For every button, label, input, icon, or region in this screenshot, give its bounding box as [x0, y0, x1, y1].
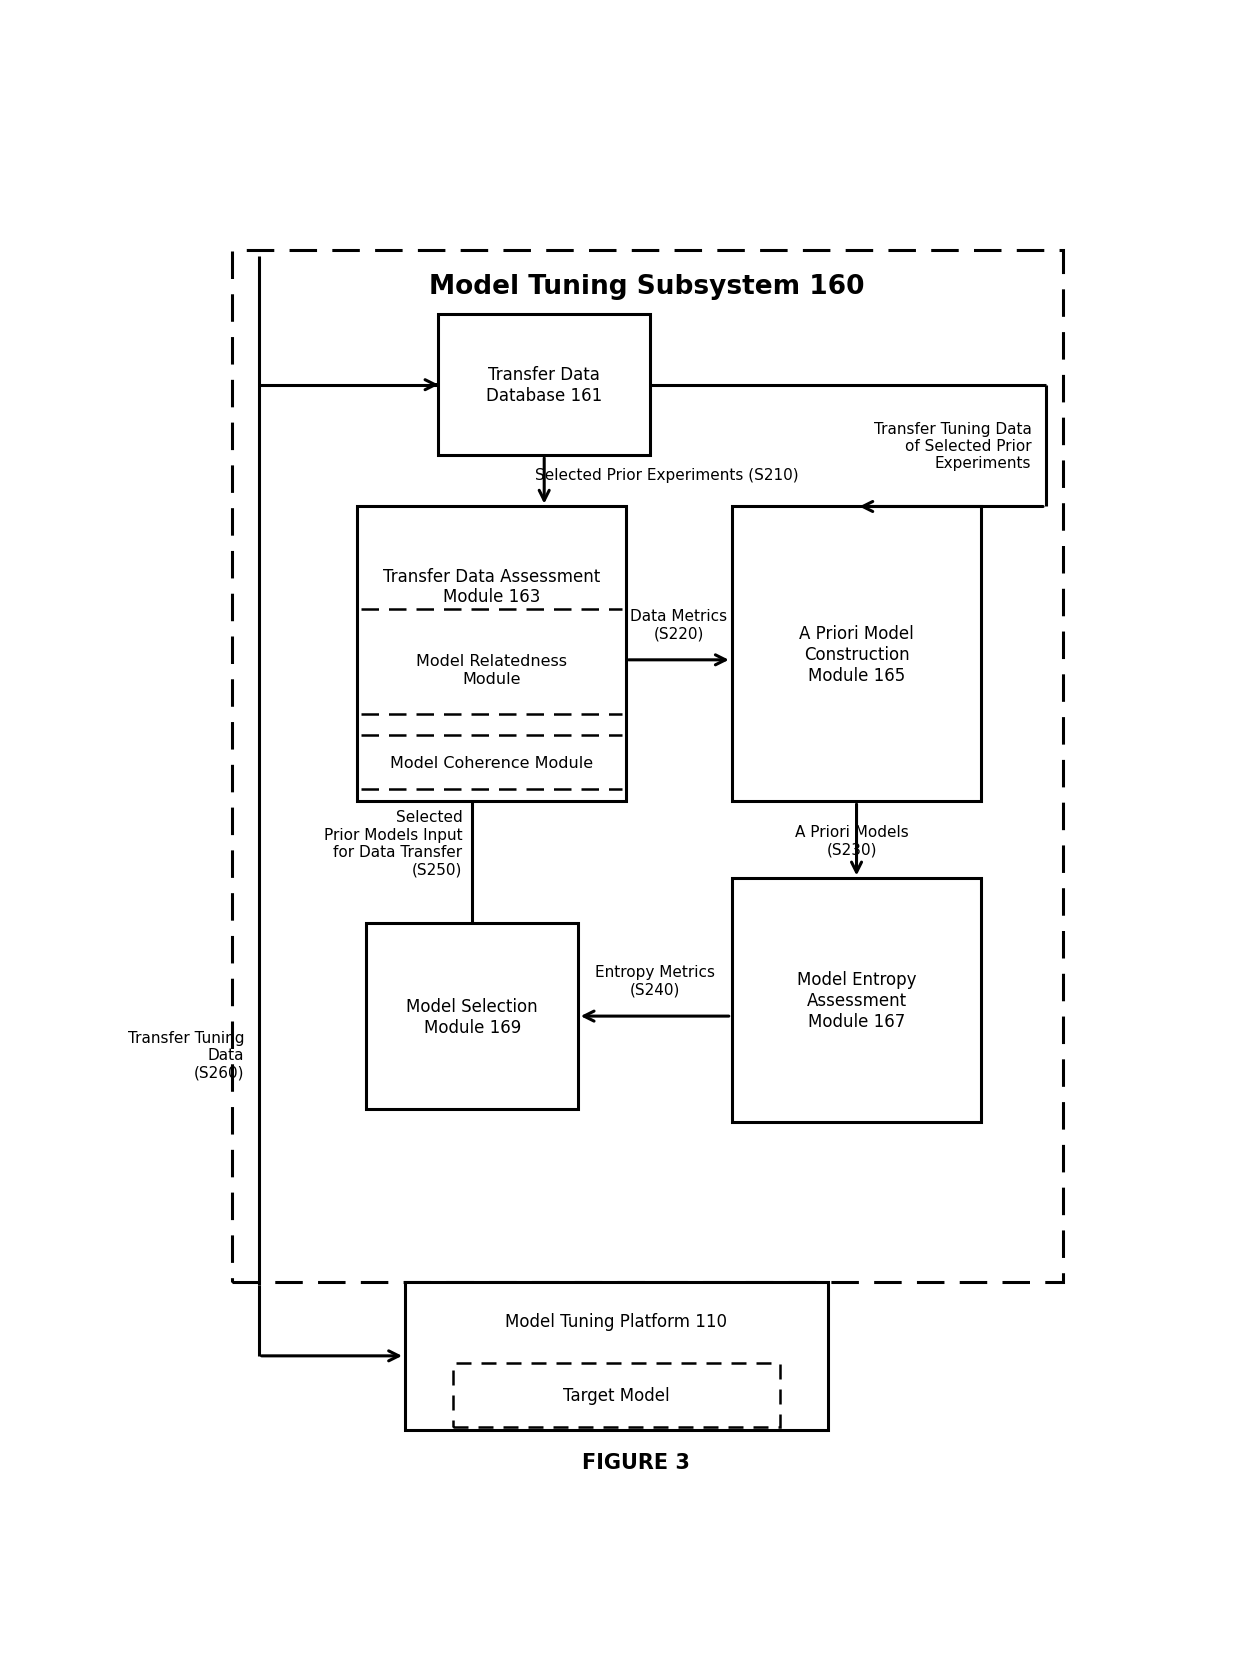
Bar — [439, 314, 650, 456]
Bar — [732, 508, 982, 802]
Text: Model Coherence Module: Model Coherence Module — [389, 755, 593, 770]
Text: Data Metrics
(S220): Data Metrics (S220) — [630, 609, 728, 641]
Text: Selected Prior Experiments (S210): Selected Prior Experiments (S210) — [534, 468, 799, 483]
Text: Selected
Prior Models Input
for Data Transfer
(S250): Selected Prior Models Input for Data Tra… — [324, 810, 463, 877]
Text: Model Entropy
Assessment
Module 167: Model Entropy Assessment Module 167 — [797, 970, 916, 1030]
Bar — [357, 508, 626, 802]
Text: Transfer Data
Database 161: Transfer Data Database 161 — [486, 366, 603, 404]
Text: Target Model: Target Model — [563, 1386, 670, 1404]
Text: Transfer Tuning Data
of Selected Prior
Experiments: Transfer Tuning Data of Selected Prior E… — [873, 421, 1032, 471]
Text: Model Tuning Platform 110: Model Tuning Platform 110 — [505, 1311, 728, 1330]
Text: Model Tuning Subsystem 160: Model Tuning Subsystem 160 — [429, 275, 864, 300]
Text: A Priori Model
Construction
Module 165: A Priori Model Construction Module 165 — [799, 624, 914, 684]
Bar — [404, 1283, 828, 1429]
Text: Entropy Metrics
(S240): Entropy Metrics (S240) — [595, 965, 714, 997]
Bar — [232, 251, 1063, 1283]
Bar — [732, 879, 982, 1122]
Text: Transfer Tuning
Data
(S260): Transfer Tuning Data (S260) — [128, 1030, 244, 1080]
Bar — [453, 1363, 780, 1428]
Text: Transfer Data Assessment
Module 163: Transfer Data Assessment Module 163 — [383, 567, 600, 606]
Text: Model Relatedness
Module: Model Relatedness Module — [415, 654, 567, 686]
Text: A Priori Models
(S230): A Priori Models (S230) — [795, 824, 909, 857]
Text: FIGURE 3: FIGURE 3 — [582, 1451, 689, 1471]
Text: Model Selection
Module 169: Model Selection Module 169 — [407, 997, 538, 1037]
Bar — [367, 924, 578, 1110]
